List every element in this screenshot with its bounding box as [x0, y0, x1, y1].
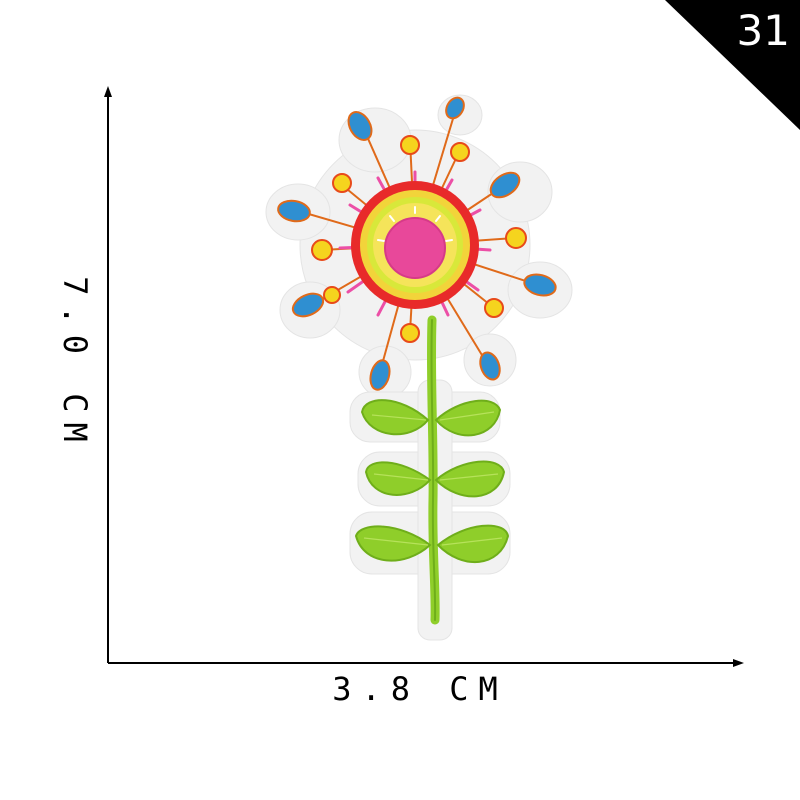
width-axis-arrow-icon [733, 659, 744, 667]
height-axis-arrow-icon [104, 86, 112, 97]
felt-backing [265, 94, 573, 641]
corner-badge-triangle [665, 0, 800, 130]
height-dimension-label: 7.0 CM [56, 276, 94, 452]
stem [426, 315, 440, 625]
leaves [354, 399, 510, 564]
item-number-badge: 31 [736, 6, 790, 55]
width-dimension-label: 3.8 CM [332, 670, 508, 708]
dimension-axes [104, 86, 744, 667]
flower-head [351, 181, 479, 309]
flower-patch-icon [265, 94, 573, 641]
